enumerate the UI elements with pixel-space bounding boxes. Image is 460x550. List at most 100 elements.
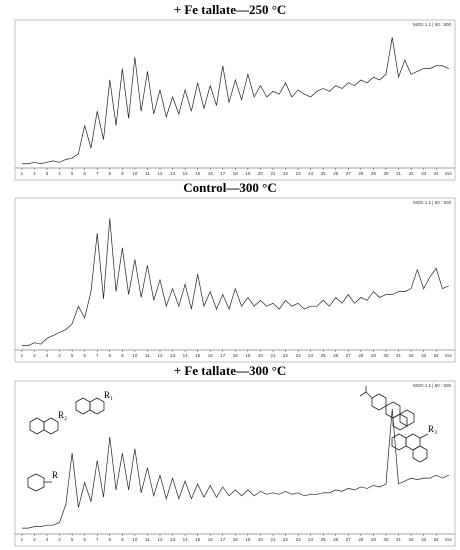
x-tick-label: 26 bbox=[333, 171, 339, 176]
x-tick-label: 23 bbox=[296, 537, 302, 542]
x-tick-label: 5 bbox=[71, 537, 74, 542]
x-tick-label: 12 bbox=[157, 353, 163, 358]
x-tick-label: 21 bbox=[270, 171, 276, 176]
x-tick-label: 26 bbox=[333, 537, 339, 542]
panel-title: + Fe tallate—250 °C bbox=[174, 2, 287, 17]
trace bbox=[21, 218, 449, 346]
x-tick-label: 22 bbox=[283, 353, 289, 358]
structure-label: R₁ bbox=[104, 390, 113, 400]
x-tick-label: 4 bbox=[58, 537, 61, 542]
x-tick-label: 6 bbox=[83, 537, 86, 542]
trace bbox=[21, 37, 449, 165]
x-tick-label: 28 bbox=[358, 353, 364, 358]
x-tick-label: 17 bbox=[220, 353, 226, 358]
structure-label: R₃ bbox=[428, 424, 437, 434]
x-tick-label: 16 bbox=[208, 171, 214, 176]
x-tick-label: 33 bbox=[421, 353, 427, 358]
x-tick-label: 25 bbox=[321, 171, 327, 176]
x-axis-label: min bbox=[445, 171, 453, 176]
x-tick-label: 32 bbox=[409, 353, 415, 358]
x-tick-label: 3 bbox=[46, 171, 49, 176]
x-tick-label: 12 bbox=[157, 537, 163, 542]
x-tick-label: 2 bbox=[33, 537, 36, 542]
x-tick-label: 2 bbox=[33, 171, 36, 176]
x-tick-label: 9 bbox=[121, 537, 124, 542]
x-tick-label: 9 bbox=[121, 353, 124, 358]
x-tick-label: 13 bbox=[170, 171, 176, 176]
x-tick-label: 24 bbox=[308, 353, 314, 358]
x-tick-label: 18 bbox=[233, 171, 239, 176]
plot-frame bbox=[14, 19, 456, 181]
x-tick-label: 2 bbox=[33, 353, 36, 358]
x-tick-label: 29 bbox=[371, 353, 377, 358]
plot-frame bbox=[14, 380, 456, 547]
x-tick-label: 6 bbox=[83, 171, 86, 176]
x-tick-label: 13 bbox=[170, 537, 176, 542]
x-tick-label: 8 bbox=[109, 537, 112, 542]
x-tick-label: 34 bbox=[434, 537, 440, 542]
x-tick-label: 10 bbox=[132, 171, 138, 176]
x-tick-label: 1 bbox=[21, 171, 24, 176]
x-tick-label: 21 bbox=[270, 353, 276, 358]
x-tick-label: 27 bbox=[346, 171, 352, 176]
x-tick-label: 32 bbox=[409, 171, 415, 176]
x-tick-label: 28 bbox=[358, 537, 364, 542]
x-tick-label: 22 bbox=[283, 171, 289, 176]
legend-text: MGD 1.1 | 50 : 500 bbox=[413, 200, 451, 205]
x-tick-label: 12 bbox=[157, 171, 163, 176]
x-tick-label: 7 bbox=[96, 537, 99, 542]
x-tick-label: 32 bbox=[409, 537, 415, 542]
x-tick-label: 27 bbox=[346, 537, 352, 542]
plot-frame bbox=[14, 197, 456, 363]
x-tick-label: 34 bbox=[434, 171, 440, 176]
x-tick-label: 14 bbox=[183, 171, 189, 176]
x-tick-label: 30 bbox=[383, 537, 389, 542]
panel-title: + Fe tallate—300 °C bbox=[174, 363, 287, 378]
x-tick-label: 1 bbox=[21, 353, 24, 358]
x-tick-label: 7 bbox=[96, 171, 99, 176]
x-tick-label: 20 bbox=[258, 171, 264, 176]
x-tick-label: 15 bbox=[195, 537, 201, 542]
x-tick-label: 19 bbox=[245, 537, 251, 542]
trace bbox=[21, 409, 449, 529]
x-tick-label: 20 bbox=[258, 537, 264, 542]
x-tick-label: 14 bbox=[183, 537, 189, 542]
x-tick-label: 33 bbox=[421, 171, 427, 176]
x-tick-label: 28 bbox=[358, 171, 364, 176]
x-tick-label: 29 bbox=[371, 171, 377, 176]
x-tick-label: 15 bbox=[195, 171, 201, 176]
x-tick-label: 11 bbox=[145, 537, 150, 542]
x-axis-label: min bbox=[445, 353, 453, 358]
x-tick-label: 4 bbox=[58, 171, 61, 176]
x-tick-label: 8 bbox=[109, 171, 112, 176]
x-tick-label: 24 bbox=[308, 537, 314, 542]
structure-label: R bbox=[52, 470, 58, 480]
x-tick-label: 25 bbox=[321, 353, 327, 358]
x-tick-label: 3 bbox=[46, 353, 49, 358]
x-tick-label: 4 bbox=[58, 353, 61, 358]
x-tick-label: 16 bbox=[208, 537, 214, 542]
x-tick-label: 24 bbox=[308, 171, 314, 176]
x-axis-label: min bbox=[445, 537, 453, 542]
x-tick-label: 5 bbox=[71, 171, 74, 176]
x-tick-label: 17 bbox=[220, 537, 226, 542]
x-tick-label: 14 bbox=[183, 353, 189, 358]
structures bbox=[27, 386, 429, 492]
x-tick-label: 10 bbox=[132, 353, 138, 358]
x-tick-label: 5 bbox=[71, 353, 74, 358]
x-tick-label: 16 bbox=[208, 353, 214, 358]
x-tick-label: 20 bbox=[258, 353, 264, 358]
x-tick-label: 23 bbox=[296, 171, 302, 176]
legend-text: MGD 1.1 | 50 : 500 bbox=[413, 383, 451, 388]
x-tick-label: 13 bbox=[170, 353, 176, 358]
x-tick-label: 21 bbox=[270, 537, 276, 542]
x-tick-label: 11 bbox=[145, 353, 150, 358]
panel-title: Control—300 °C bbox=[183, 180, 276, 195]
x-tick-label: 7 bbox=[96, 353, 99, 358]
x-tick-label: 23 bbox=[296, 353, 302, 358]
x-tick-label: 31 bbox=[396, 353, 402, 358]
x-tick-label: 10 bbox=[132, 537, 138, 542]
structure-label: R₂ bbox=[58, 410, 67, 420]
x-tick-label: 29 bbox=[371, 537, 377, 542]
